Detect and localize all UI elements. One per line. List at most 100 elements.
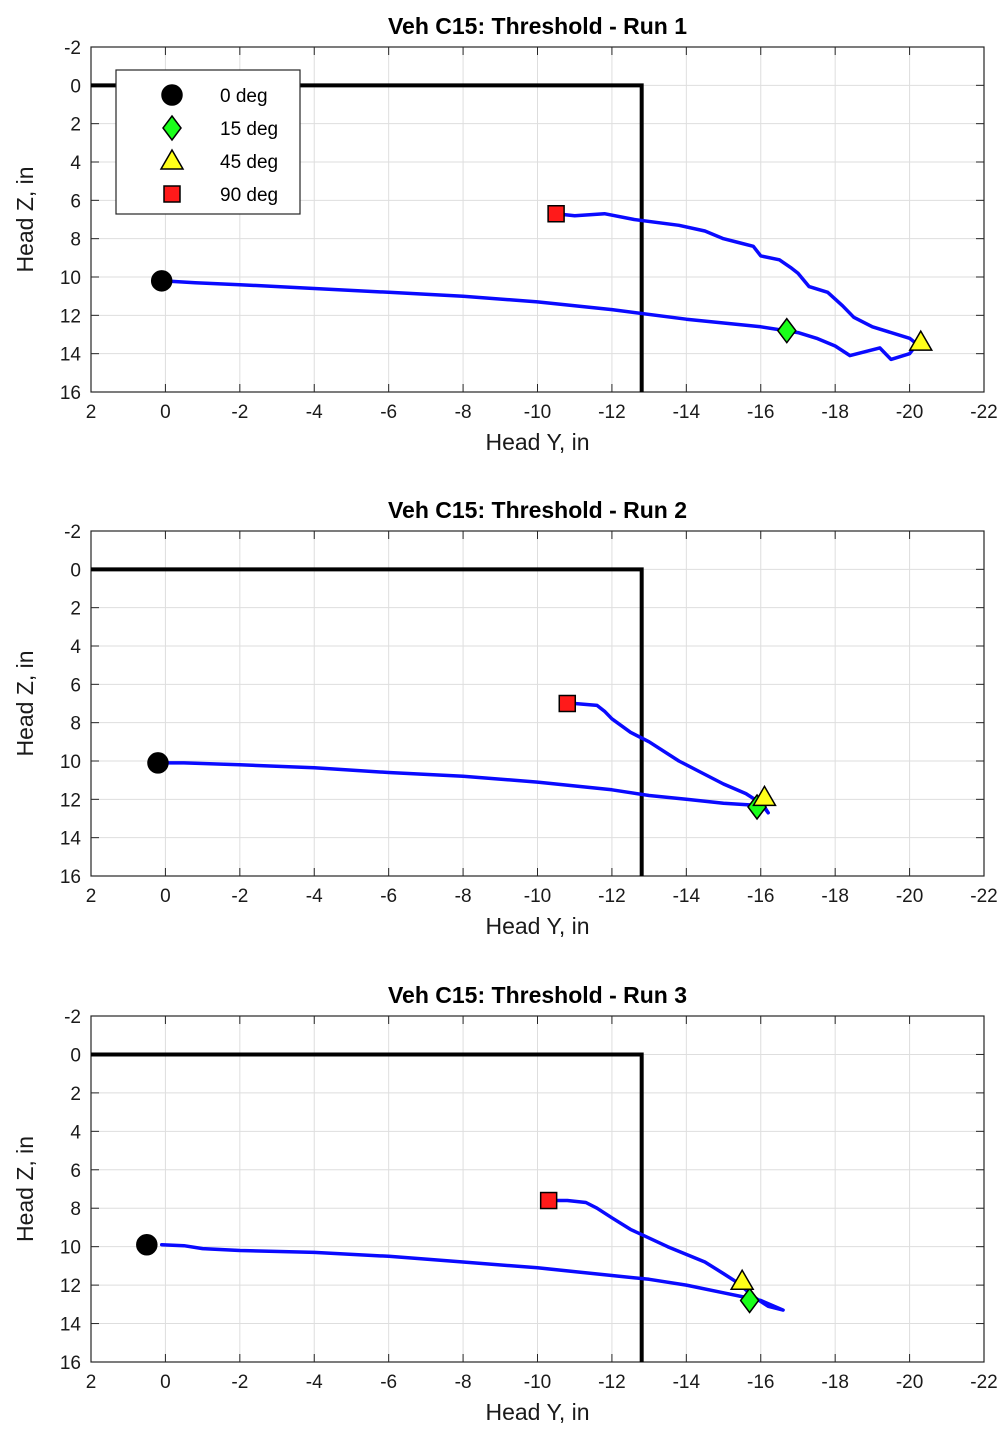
x-tick-label: 2 [86, 886, 97, 907]
y-tick-label: 12 [60, 790, 81, 811]
legend-entry-label: 90 deg [220, 185, 278, 206]
y-tick-label: 4 [70, 153, 81, 174]
legend: 0 deg 15 deg 45 deg 90 deg [115, 69, 301, 215]
legend-entry-label: 0 deg [220, 86, 268, 107]
x-tick-label: 0 [160, 886, 171, 907]
boundary-line [91, 1052, 644, 1362]
x-tick-label: -8 [455, 1372, 472, 1393]
y-tick-label: 6 [70, 675, 81, 696]
marker-15-deg [776, 317, 797, 344]
y-axis-label: Head Z, in [12, 650, 38, 756]
x-axis-label: Head Y, in [485, 429, 589, 455]
x-tick-label: -4 [306, 886, 323, 907]
legend-entry-label: 45 deg [220, 152, 278, 173]
x-tick-label: -6 [380, 1372, 397, 1393]
legend-marker-15-deg [162, 114, 182, 142]
marker-45-deg [908, 329, 934, 351]
x-tick-label: -14 [673, 402, 701, 423]
chart-panel-2: 2 0 -2 -4 -6 -8 -10 -12 -14 -16 -18 -20 -22-20246810… [12, 497, 998, 939]
legend-marker-0-deg [161, 84, 183, 106]
x-tick-label: -6 [380, 402, 397, 423]
y-tick-label: 12 [60, 1276, 81, 1297]
x-tick-label: -18 [821, 1372, 848, 1393]
x-tick-label: 2 [86, 402, 97, 423]
x-tick-label: -14 [673, 1372, 701, 1393]
x-tick-label: -20 [896, 886, 923, 907]
y-tick-label: -2 [64, 38, 81, 59]
x-tick-label: -10 [524, 1372, 551, 1393]
chart-title: Veh C15: Threshold - Run 1 [388, 13, 687, 39]
axes-frame [90, 1015, 985, 1363]
legend-box [115, 69, 301, 215]
x-tick-label: -6 [380, 886, 397, 907]
y-tick-label: 0 [70, 1045, 81, 1066]
x-tick-label: -20 [896, 402, 923, 423]
y-tick-label: 8 [70, 230, 81, 251]
y-tick-label: 16 [60, 1353, 81, 1374]
x-tick-label: -4 [306, 402, 323, 423]
x-tick-label: -10 [524, 886, 551, 907]
marker-0-deg [147, 752, 169, 774]
marker-90-deg [547, 205, 565, 223]
y-tick-label: 4 [70, 637, 81, 658]
trajectory-line [159, 211, 919, 362]
y-tick-label: 0 [70, 76, 81, 97]
y-tick-label: 8 [70, 714, 81, 735]
x-tick-label: -8 [455, 402, 472, 423]
chart-panel-3: 2 0 -2 -4 -6 -8 -10 -12 -14 -16 -18 -20 -22-20246810… [12, 982, 998, 1425]
x-tick-label: -12 [598, 886, 625, 907]
y-tick-label: 10 [60, 268, 81, 289]
y-tick-label: 0 [70, 560, 81, 581]
marker-0-deg [150, 270, 173, 292]
axes-frame [90, 530, 985, 877]
marker-15-deg [739, 1287, 760, 1314]
trajectory-line [156, 701, 770, 815]
marker-0-deg [136, 1233, 158, 1256]
x-tick-label: -2 [231, 402, 248, 423]
x-tick-label: -12 [598, 402, 625, 423]
y-tick-label: 14 [60, 345, 82, 366]
x-tick-label: -22 [970, 402, 997, 423]
y-tick-label: 14 [60, 829, 82, 850]
chart-title: Veh C15: Threshold - Run 2 [388, 497, 687, 523]
marker-45-deg [729, 1268, 755, 1291]
x-axis-label: Head Y, in [485, 913, 589, 939]
y-tick-label: 4 [70, 1122, 81, 1143]
x-tick-label: -22 [970, 886, 997, 907]
y-tick-label: 6 [70, 191, 81, 212]
x-tick-label: -18 [821, 402, 848, 423]
chart-title: Veh C15: Threshold - Run 3 [388, 982, 687, 1008]
y-axis-label: Head Z, in [12, 166, 38, 272]
x-tick-label: -20 [896, 1372, 923, 1393]
x-tick-label: -4 [306, 1372, 323, 1393]
marker-90-deg [539, 1191, 558, 1210]
x-tick-label: 0 [160, 402, 171, 423]
x-axis-label: Head Y, in [485, 1399, 589, 1425]
marker-45-deg [752, 784, 777, 807]
y-tick-label: 2 [70, 599, 81, 620]
boundary-line [91, 567, 644, 876]
legend-marker-45-deg [159, 148, 185, 170]
x-tick-label: 0 [160, 1372, 171, 1393]
x-tick-label: -2 [231, 886, 248, 907]
marker-90-deg [558, 694, 577, 713]
y-tick-label: 2 [70, 1084, 81, 1105]
x-tick-label: -22 [970, 1372, 997, 1393]
trajectory-line [159, 1198, 785, 1312]
x-tick-label: -18 [821, 886, 848, 907]
y-tick-label: 12 [60, 306, 81, 327]
y-tick-label: 16 [60, 867, 81, 888]
y-tick-label: 8 [70, 1199, 81, 1220]
chart-panel-1: 2 0 -2 -4 -6 -8 -10 -12 -14 -16 -18 -20 -22-20246810… [12, 13, 998, 455]
legend-entry-label: 15 deg [220, 119, 278, 140]
x-tick-label: -14 [673, 886, 701, 907]
x-tick-label: -8 [455, 886, 472, 907]
y-axis-label: Head Z, in [12, 1136, 38, 1242]
x-tick-label: -10 [524, 402, 551, 423]
x-tick-label: 2 [86, 1372, 97, 1393]
x-tick-label: -16 [747, 402, 774, 423]
y-tick-label: -2 [64, 522, 81, 543]
y-tick-label: 16 [60, 383, 81, 404]
x-tick-label: -2 [231, 1372, 248, 1393]
